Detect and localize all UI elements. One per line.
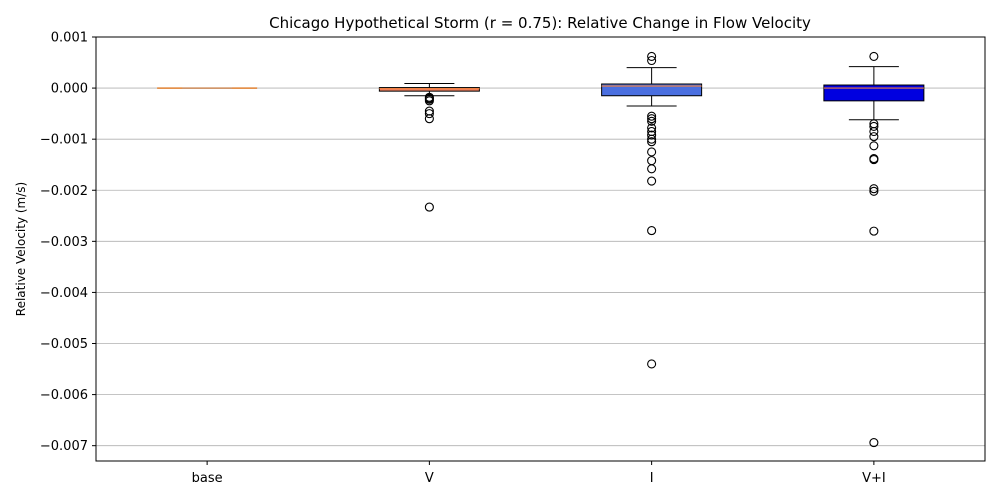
y-tick-label: −0.003 xyxy=(40,235,88,250)
outlier-point xyxy=(424,96,434,106)
y-tick-label: −0.007 xyxy=(40,439,88,454)
outlier-point xyxy=(647,164,657,174)
outlier-point xyxy=(647,176,657,186)
outlier-point xyxy=(869,121,879,131)
outlier-point xyxy=(424,109,434,119)
outlier-point xyxy=(869,438,879,448)
y-tick-label: −0.001 xyxy=(40,133,88,148)
outlier-point xyxy=(647,123,657,133)
outlier-point xyxy=(647,130,657,140)
outlier-point xyxy=(647,51,657,61)
outlier-point xyxy=(424,202,434,212)
outlier-point xyxy=(869,51,879,61)
outlier-point xyxy=(869,155,879,165)
box-iqr xyxy=(601,83,703,97)
outlier-point xyxy=(647,359,657,369)
outlier-point xyxy=(869,186,879,196)
y-tick-label: −0.004 xyxy=(40,286,88,301)
outlier-point xyxy=(647,137,657,147)
outlier-point xyxy=(647,226,657,236)
y-tick-label: −0.002 xyxy=(40,184,88,199)
outlier-point xyxy=(869,184,879,194)
y-tick-label: 0.000 xyxy=(51,82,88,97)
box-v xyxy=(378,82,480,212)
outlier-point xyxy=(647,147,657,157)
y-tick-label: 0.001 xyxy=(51,31,88,46)
box-iqr xyxy=(378,87,480,92)
outlier-point xyxy=(647,55,657,66)
x-tick-label: base xyxy=(192,471,223,486)
outlier-point xyxy=(647,114,657,124)
box-i xyxy=(601,51,703,369)
outlier-point xyxy=(869,141,879,151)
box-series xyxy=(157,51,925,448)
box-iqr xyxy=(823,84,925,102)
x-tick-label: V+I xyxy=(862,471,886,486)
x-tick-label: I xyxy=(650,471,654,486)
box-v-i xyxy=(823,51,925,448)
outlier-point xyxy=(424,114,434,124)
y-tick-label: −0.005 xyxy=(40,337,88,352)
outlier-point xyxy=(869,226,879,236)
y-axis-label: Relative Velocity (m/s) xyxy=(14,182,28,316)
y-tick-label: −0.006 xyxy=(40,388,88,403)
x-tick-label: V xyxy=(425,471,434,486)
y-axis: 0.001 0.000 −0.001 −0.002 −0.003 −0.004 −0.005… xyxy=(40,31,96,454)
outlier-point xyxy=(647,134,657,144)
plot-frame xyxy=(95,36,986,462)
chart-title: Chicago Hypothetical Storm (r = 0.75): R… xyxy=(269,14,811,32)
x-axis: base V I V+I xyxy=(192,461,886,486)
outlier-point xyxy=(647,156,657,166)
outlier-point xyxy=(869,126,879,137)
outlier-point xyxy=(869,132,879,142)
outlier-point xyxy=(647,111,657,121)
outlier-point xyxy=(647,116,657,126)
